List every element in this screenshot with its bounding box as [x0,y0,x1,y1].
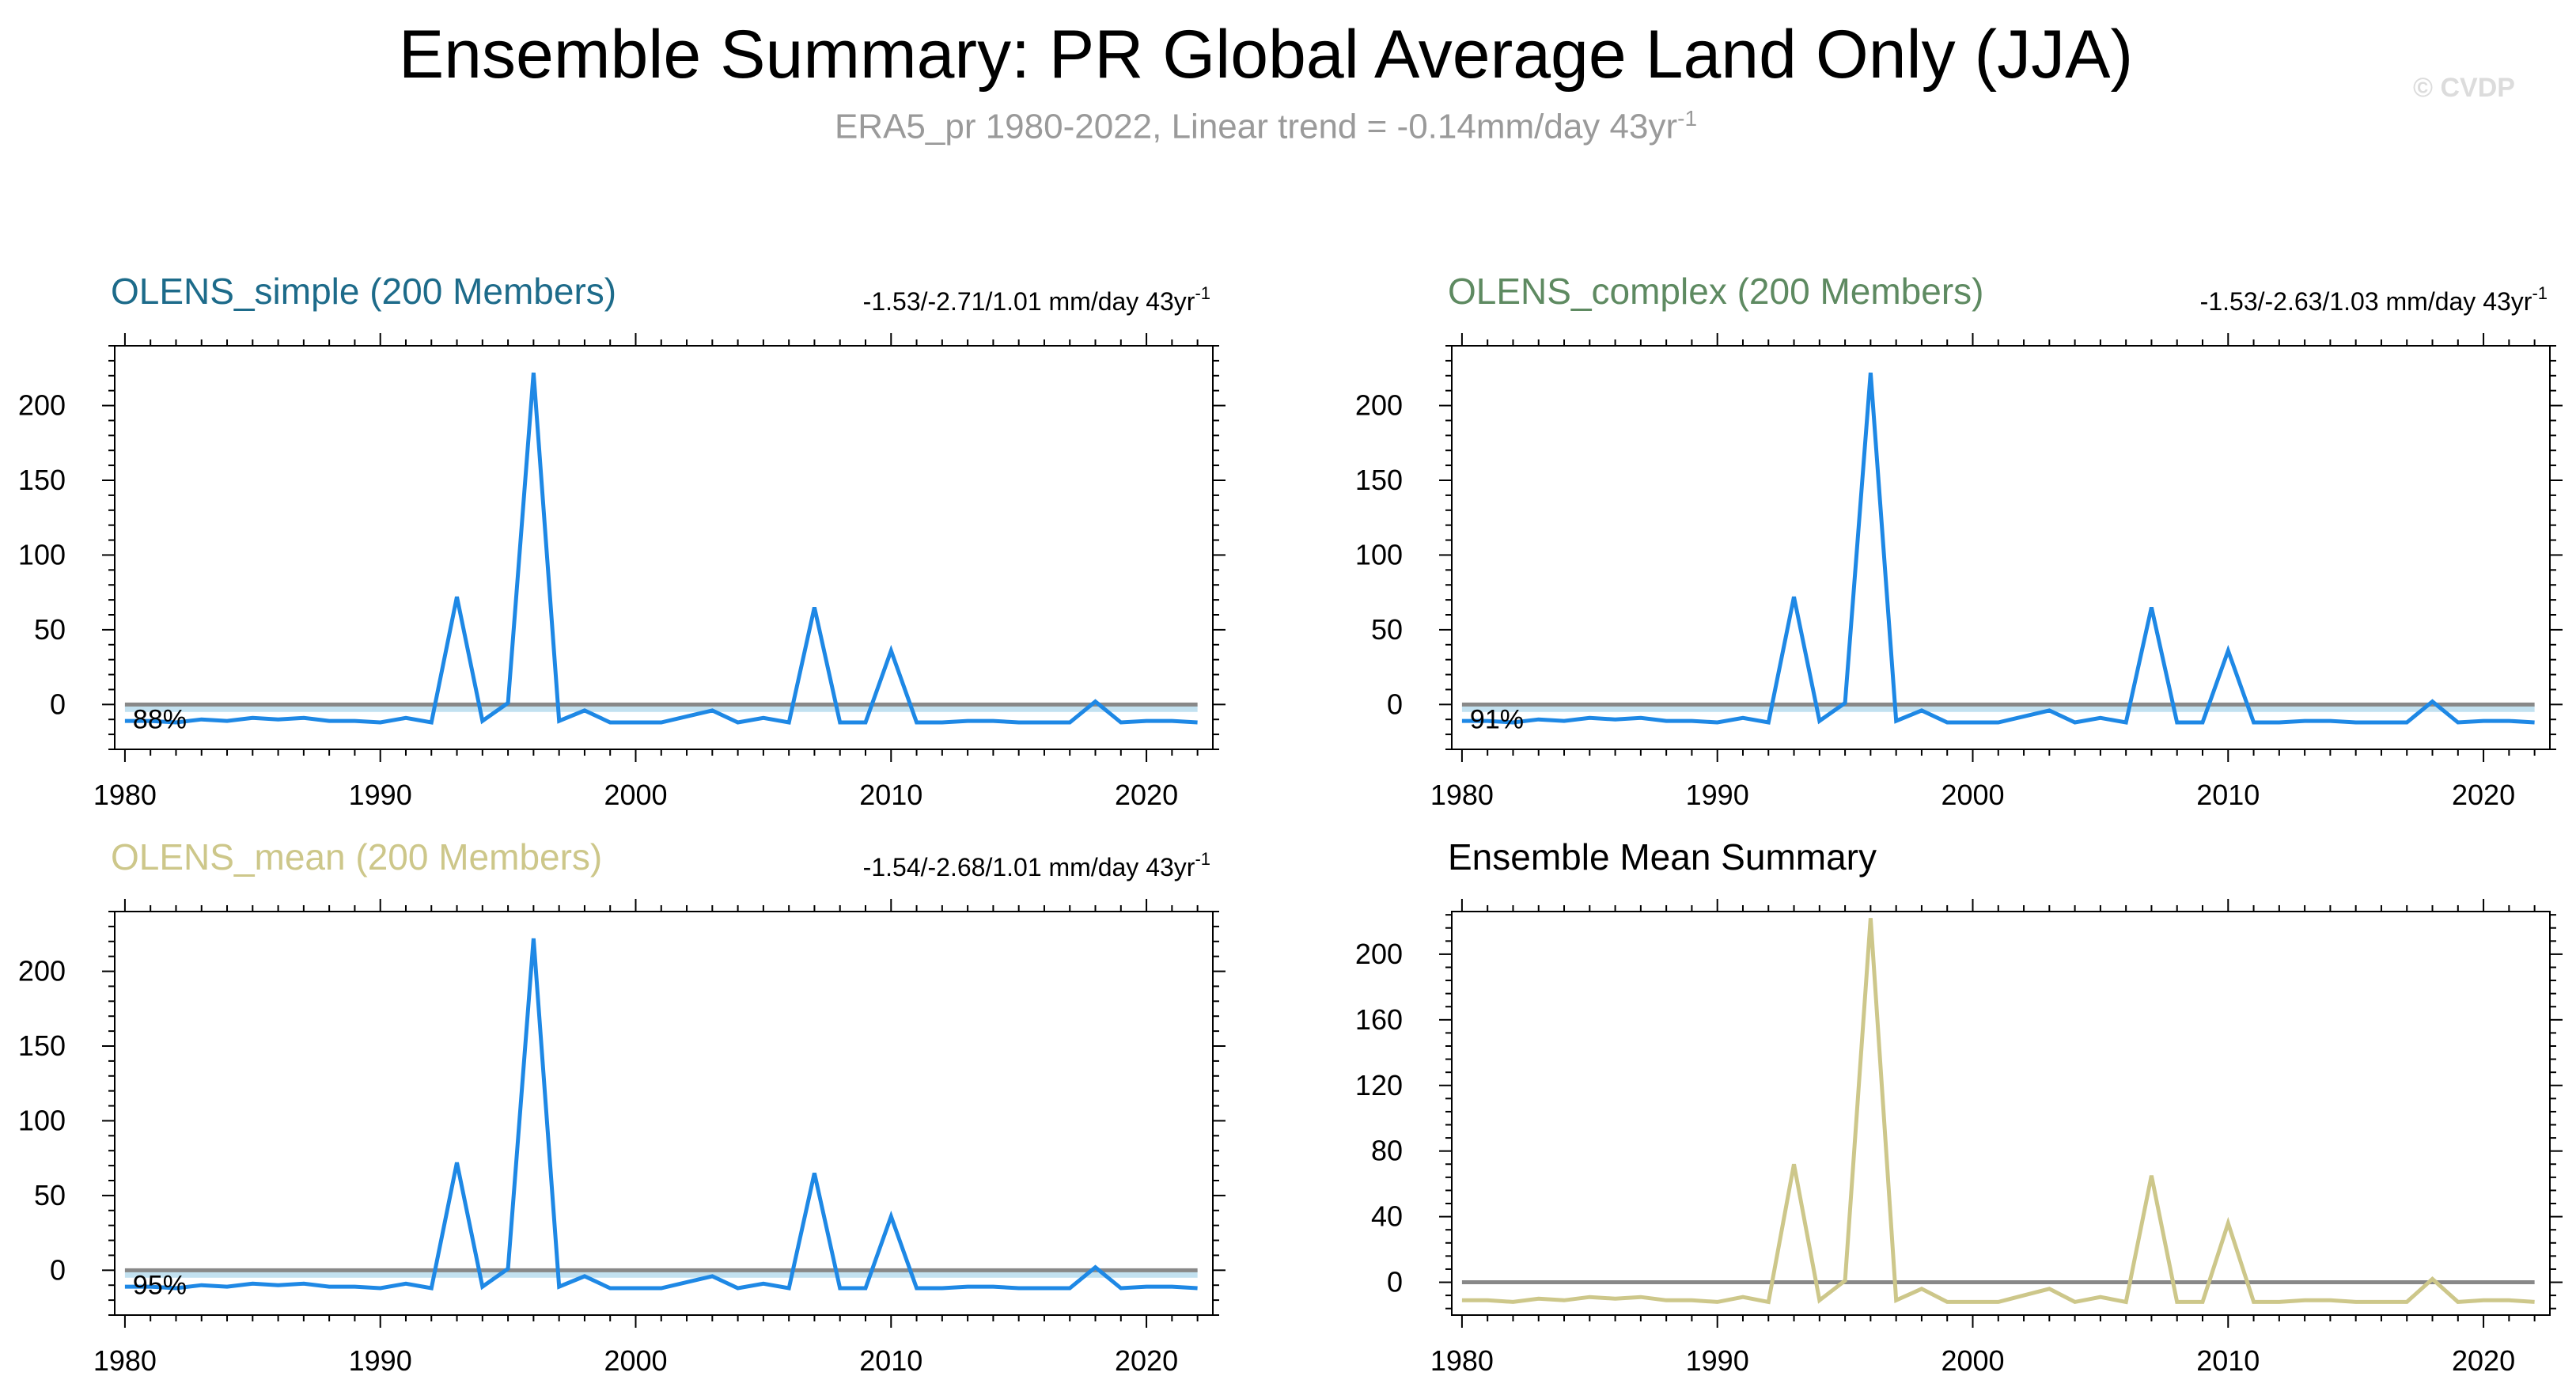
y-tick-label: 0 [50,1253,66,1286]
y-tick-label: 50 [34,613,66,646]
panel-title: OLENS_complex (200 Members) [1448,271,1983,312]
trend-label-sup: -1 [1195,283,1210,303]
y-tick-label: 0 [50,688,66,720]
plot-frame [114,911,1214,1316]
x-tick-label: 1980 [1430,1344,1494,1377]
y-tick-label: 80 [1371,1135,1403,1167]
y-tick-label: 0 [1387,688,1403,720]
ensemble-spread-band [1461,704,2535,712]
x-tick-label: 2020 [2452,779,2515,811]
x-tick-label: 2010 [859,779,922,811]
y-tick-label: 200 [18,955,66,987]
y-tick-label: 200 [1355,938,1403,970]
percent-label: 88% [133,704,187,734]
cvdp-watermark: © CVDP [2413,73,2515,103]
y-tick-label: 120 [1355,1069,1403,1101]
x-tick-label: 1990 [349,1344,412,1377]
y-tick-label: 200 [1355,389,1403,422]
figure-subtitle: ERA5_pr 1980-2022, Linear trend = -0.14m… [0,106,2532,147]
series-line-ERA5_pr [124,372,1198,725]
y-tick-label: 50 [1371,613,1403,646]
percent-label: 91% [1470,704,1524,734]
trend-label: -1.54/-2.68/1.01 mm/day 43yr-1 [863,849,1210,881]
x-tick-label: 1980 [93,779,157,811]
x-tick-label: 2010 [2196,1344,2260,1377]
y-tick-label: 160 [1355,1003,1403,1036]
y-tick-label: 40 [1371,1200,1403,1233]
y-tick-label: 150 [18,464,66,496]
y-tick-label: 0 [1387,1266,1403,1298]
plot-frame [1451,345,2551,750]
y-tick-label: 100 [18,538,66,571]
trend-label: -1.53/-2.71/1.01 mm/day 43yr-1 [863,283,1210,316]
panel-title: OLENS_mean (200 Members) [111,836,602,878]
series-line-ERA5_pr [1461,372,2535,725]
x-tick-label: 2010 [859,1344,922,1377]
plot-frame [114,345,1214,750]
y-tick-label: 100 [1355,538,1403,571]
subtitle-sup: -1 [1677,106,1698,131]
percent-label: 95% [133,1270,187,1300]
x-tick-label: 1990 [1686,779,1749,811]
y-tick-label: 150 [1355,464,1403,496]
series-line-ERA5_pr [124,938,1198,1291]
series-line-Ensemble Mean [1461,918,2535,1305]
x-tick-label: 1990 [349,779,412,811]
y-tick-label: 200 [18,389,66,422]
panel-OLENS_complex: OLENS_complex (200 Members) -1.53/-2.63/1… [1355,271,2563,811]
y-tick-label: 100 [18,1104,66,1136]
subtitle-text: ERA5_pr 1980-2022, Linear trend = -0.14m… [834,107,1678,146]
x-tick-label: 2010 [2196,779,2260,811]
panel-title: OLENS_simple (200 Members) [111,271,616,312]
y-tick-label: 50 [34,1179,66,1211]
y-tick-label: 150 [18,1029,66,1062]
x-tick-label: 2000 [604,779,667,811]
x-tick-label: 2020 [2452,1344,2515,1377]
trend-label-sup: -1 [1195,849,1210,869]
trend-label-text: -1.53/-2.71/1.01 mm/day 43yr [863,287,1195,316]
plot-frame [1451,911,2551,1316]
trend-label: -1.53/-2.63/1.03 mm/day 43yr-1 [2200,283,2548,316]
figure-title: Ensemble Summary: PR Global Average Land… [398,17,2134,93]
x-tick-label: 2000 [604,1344,667,1377]
x-tick-label: 2020 [1115,779,1178,811]
x-tick-label: 1980 [93,1344,157,1377]
panel-OLENS_simple: OLENS_simple (200 Members) -1.53/-2.71/1.… [18,271,1225,811]
x-tick-label: 2020 [1115,1344,1178,1377]
x-tick-label: 2000 [1941,1344,2004,1377]
trend-label-text: -1.54/-2.68/1.01 mm/day 43yr [863,853,1195,881]
x-tick-label: 1990 [1686,1344,1749,1377]
ensemble-spread-band [124,704,1198,712]
x-tick-label: 2000 [1941,779,2004,811]
trend-label-text: -1.53/-2.63/1.03 mm/day 43yr [2200,287,2532,316]
x-tick-label: 1980 [1430,779,1494,811]
panel-OLENS_mean: OLENS_mean (200 Members) -1.54/-2.68/1.01… [18,836,1225,1377]
trend-label-sup: -1 [2532,283,2548,303]
ensemble-spread-band [124,1270,1198,1278]
panel-title: Ensemble Mean Summary [1448,836,1877,878]
